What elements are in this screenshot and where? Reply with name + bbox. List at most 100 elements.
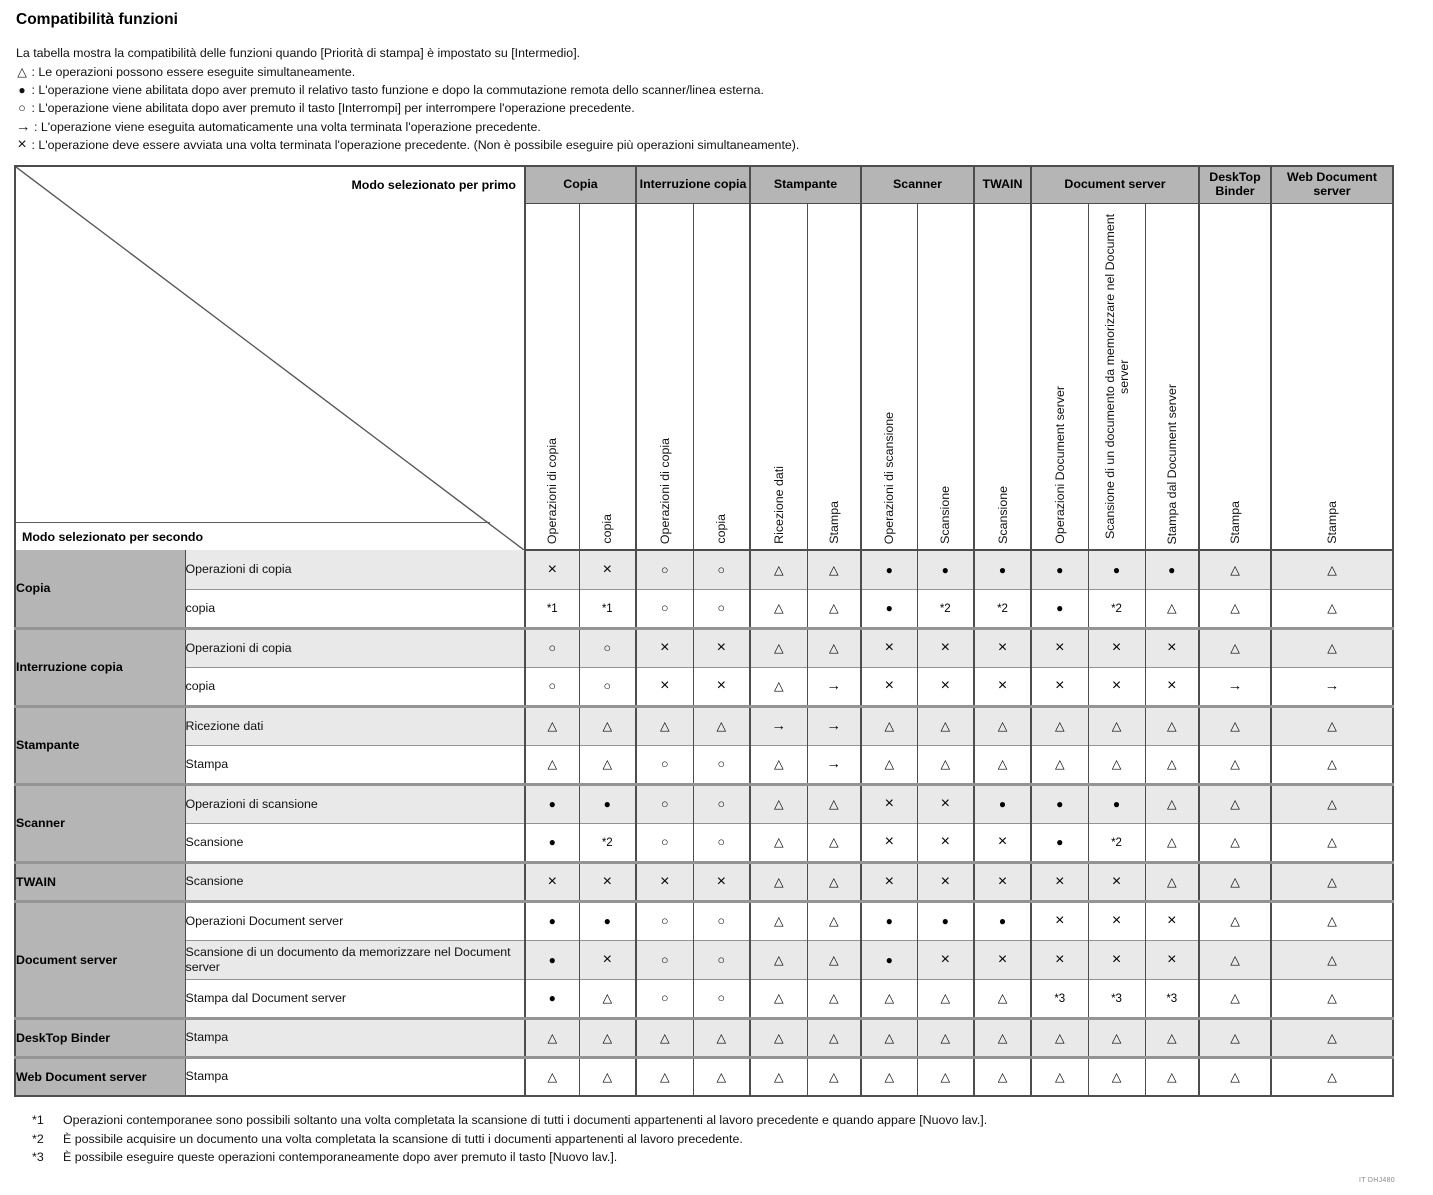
cell-symbol: ● xyxy=(1056,601,1064,616)
column-group-header: Copia xyxy=(524,166,636,204)
cell-symbol: △ xyxy=(1327,874,1337,889)
table-cell: × xyxy=(860,822,917,863)
footnote-marker: *1 xyxy=(32,1113,44,1128)
cell-symbol: → xyxy=(1227,678,1243,695)
cell-symbol: *3 xyxy=(1166,993,1178,1006)
table-cell: △ xyxy=(1030,744,1088,785)
cell-symbol: ● xyxy=(885,952,893,967)
column-header-label: Operazioni di scansione xyxy=(882,411,897,545)
cell-symbol: ● xyxy=(1056,797,1064,812)
footnotes: *1 Operazioni contemporanee sono possibil… xyxy=(32,1111,1417,1167)
cell-symbol: × xyxy=(1055,950,1065,968)
table-cell: ● xyxy=(860,939,917,980)
table-cell: ○ xyxy=(692,939,750,980)
cell-symbol: × xyxy=(940,872,950,890)
table-cell: △ xyxy=(1087,744,1145,785)
legend-colon: : xyxy=(28,65,39,79)
table-cell: △ xyxy=(749,1055,807,1097)
legend-text: Le operazioni possono essere eseguite si… xyxy=(38,65,356,79)
legend-item: ○ : L'operazione viene abilitata dopo av… xyxy=(16,99,1417,117)
table-cell: × xyxy=(916,860,974,902)
table-cell: △ xyxy=(806,782,861,824)
table-cell: × xyxy=(1087,939,1145,980)
row-group-header: Document server xyxy=(15,899,185,1019)
cell-symbol: △ xyxy=(716,1030,727,1045)
cell-symbol: *2 xyxy=(1111,837,1122,850)
legend-colon: : xyxy=(30,119,41,134)
cell-symbol: △ xyxy=(1327,719,1337,734)
table-cell: △ xyxy=(749,626,807,668)
legend-symbol: △ xyxy=(17,65,27,79)
cell-symbol: ● xyxy=(998,562,1007,577)
table-cell: × xyxy=(1087,899,1145,941)
table-cell: *2 xyxy=(578,822,636,863)
table-cell: × xyxy=(916,666,974,707)
cell-symbol: ○ xyxy=(548,679,557,694)
table-cell: → xyxy=(806,744,861,785)
table-cell: △ xyxy=(1087,1016,1145,1058)
table-cell: △ xyxy=(692,1055,750,1097)
cell-symbol: ● xyxy=(548,914,556,929)
table-cell: △ xyxy=(524,704,579,746)
cell-symbol: △ xyxy=(1054,719,1065,734)
legend-text: L'operazione deve essere avviata una vol… xyxy=(38,137,800,152)
cell-symbol: ● xyxy=(1056,562,1064,577)
table-cell: △ xyxy=(806,978,861,1019)
cell-symbol: △ xyxy=(1230,797,1240,812)
table-cell: ○ xyxy=(635,899,693,941)
table-cell: △ xyxy=(1270,704,1393,746)
table-cell: ○ xyxy=(692,588,750,629)
cell-symbol: × xyxy=(940,677,950,695)
table-cell: ○ xyxy=(635,782,693,824)
table-cell: ● xyxy=(524,978,579,1019)
table-cell: × xyxy=(973,939,1031,980)
table-cell: × xyxy=(524,860,579,902)
table-cell: △ xyxy=(578,1055,636,1097)
table-cell: ○ xyxy=(635,588,693,629)
table-cell: × xyxy=(1144,899,1199,941)
table-cell: △ xyxy=(1198,550,1271,590)
cell-symbol: × xyxy=(660,872,670,890)
table-cell: △ xyxy=(1270,899,1393,941)
cell-symbol: ○ xyxy=(717,757,726,772)
cell-symbol: × xyxy=(940,795,950,813)
table-cell: △ xyxy=(806,939,861,980)
table-cell: △ xyxy=(1144,782,1199,824)
table-cell: △ xyxy=(749,1016,807,1058)
cell-symbol: × xyxy=(884,795,894,813)
column-group-header: Document server xyxy=(1030,166,1199,204)
table-row: DeskTop Binder Stampa △ △ △ △ △ △ △ △ △ △ △ △ △ △ xyxy=(15,1016,1393,1058)
column-header-label: Operazioni di copia xyxy=(545,437,560,545)
table-cell: × xyxy=(916,939,974,980)
legend-symbol: ● xyxy=(18,83,26,98)
cell-symbol: △ xyxy=(1230,1069,1240,1084)
footnote-text: È possibile acquisire un documento una v… xyxy=(63,1131,743,1146)
cell-symbol: × xyxy=(1055,639,1065,657)
footnote-text: È possibile eseguire queste operazioni c… xyxy=(63,1150,618,1165)
table-cell: △ xyxy=(806,860,861,902)
table-cell: ● xyxy=(973,899,1031,941)
cell-symbol: × xyxy=(997,872,1008,890)
cell-symbol: × xyxy=(884,872,894,890)
cell-symbol: × xyxy=(884,639,894,657)
table-cell: × xyxy=(916,626,974,668)
table-row: Stampa dal Document server ● △ ○ ○ △ △ △ △ △ *3 *3 *… xyxy=(15,978,1393,1019)
table-cell: △ xyxy=(1198,588,1271,629)
cell-symbol: △ xyxy=(716,1069,727,1084)
table-cell: × xyxy=(692,860,750,902)
column-header: Operazioni di scansione xyxy=(860,203,917,552)
footnote-marker: *3 xyxy=(32,1150,44,1165)
table-cell: △ xyxy=(635,1055,693,1097)
column-header-label: Ricezione dati xyxy=(771,466,786,545)
table-cell: × xyxy=(1144,939,1199,980)
corner-cell: Modo selezionato per primo Modo seleziona… xyxy=(15,166,526,551)
cell-symbol: → xyxy=(771,718,787,735)
table-cell: △ xyxy=(1270,822,1393,863)
cell-symbol: ● xyxy=(548,952,556,967)
table-cell: ● xyxy=(860,550,917,590)
cell-symbol: △ xyxy=(1054,757,1065,772)
table-cell: △ xyxy=(1144,860,1199,902)
footnote-marker: *2 xyxy=(32,1131,44,1146)
table-row: Scanner Operazioni di scansione ● ● ○ ○ △ △ × × ● ●… xyxy=(15,782,1393,863)
cell-symbol: △ xyxy=(773,797,784,812)
